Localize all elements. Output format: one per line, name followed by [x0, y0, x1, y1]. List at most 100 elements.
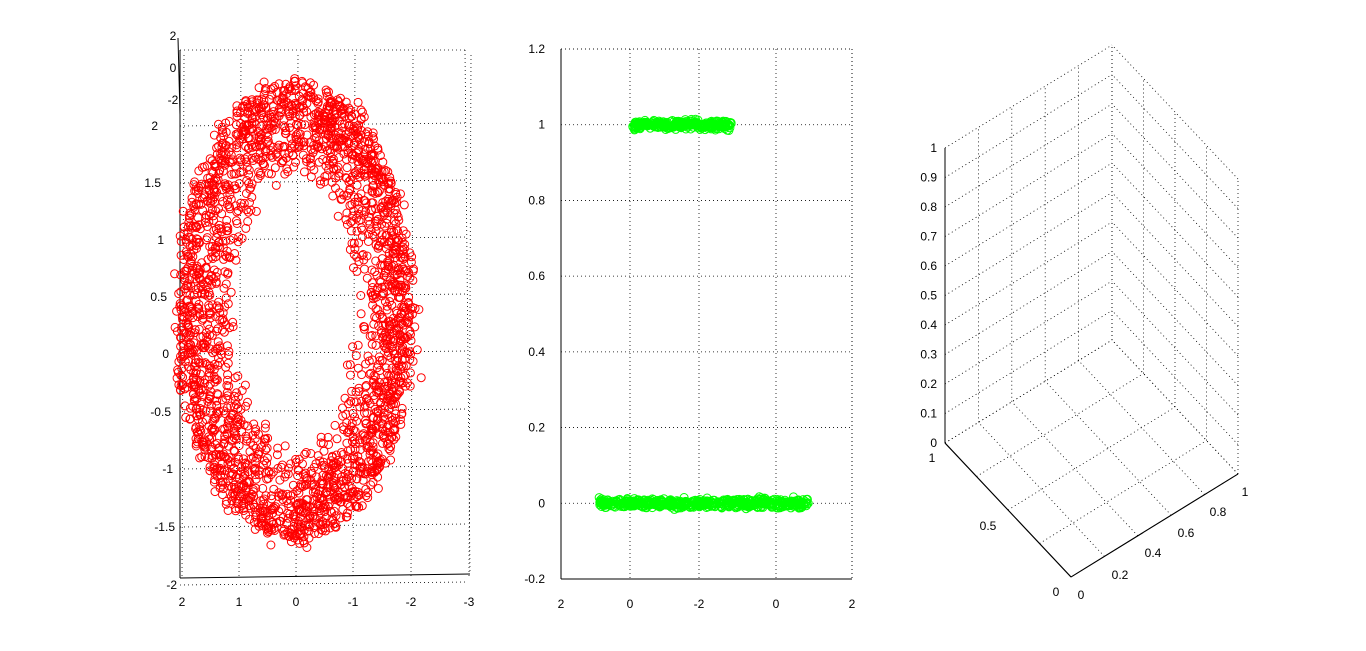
data-point — [299, 103, 309, 113]
data-point — [226, 401, 236, 411]
data-point — [301, 468, 311, 478]
data-point — [228, 317, 238, 327]
data-point — [223, 375, 232, 385]
data-point — [175, 385, 185, 395]
data-point — [320, 507, 330, 517]
data-point — [319, 502, 328, 512]
data-point — [232, 219, 242, 228]
data-point — [258, 460, 268, 470]
data-point — [258, 506, 268, 516]
data-point — [396, 189, 405, 199]
floor-grid-x — [1044, 380, 1172, 516]
data-point — [313, 94, 323, 104]
grid-horizontal — [179, 581, 469, 586]
data-point — [354, 468, 364, 478]
data-point — [286, 86, 296, 96]
data-point — [183, 263, 193, 273]
data-point — [231, 255, 241, 265]
z-tick-label: 0.8 — [920, 200, 937, 214]
data-point — [206, 271, 216, 281]
data-point — [232, 388, 241, 398]
data-point — [374, 186, 384, 196]
data-point — [197, 452, 207, 462]
data-point — [384, 280, 394, 290]
data-point — [288, 109, 298, 119]
y-tick-label: -0.5 — [150, 405, 171, 419]
data-point — [400, 252, 410, 262]
data-point — [235, 167, 245, 177]
data-point — [243, 467, 253, 477]
data-point — [257, 94, 267, 104]
data-point — [259, 90, 269, 100]
data-point — [238, 472, 248, 482]
subplot-torus-3d[interactable]: 21.510.50-0.5-1-1.5-22 1 0 -1 -2 -320-2 — [144, 29, 474, 609]
data-point — [280, 441, 290, 451]
data-point — [245, 447, 255, 457]
data-point — [327, 508, 337, 518]
data-point — [378, 201, 388, 211]
wall-grid-horizontal — [944, 44, 1113, 149]
data-point — [215, 463, 225, 473]
data-point — [202, 222, 212, 231]
data-point — [215, 192, 225, 202]
data-point — [357, 396, 367, 406]
data-point — [254, 167, 264, 177]
data-point — [367, 187, 377, 197]
data-point — [657, 496, 667, 506]
data-point — [406, 349, 416, 359]
data-point — [299, 525, 309, 535]
data-point — [207, 167, 217, 177]
subplot-2d-scatter[interactable]: 1.2 1 0.8 0.6 0.4 0.2 0 -0.2 2 0 -2 0 2 — [524, 42, 855, 611]
y-tick-label: -1.5 — [154, 520, 175, 534]
floor-grid-y — [976, 373, 1144, 477]
data-point — [660, 499, 670, 509]
subplot-empty-3d[interactable]: 00.10.20.30.40.50.60.70.80.9100.20.40.60… — [920, 44, 1249, 602]
data-point — [286, 100, 296, 110]
data-point — [397, 403, 407, 413]
z-tick-label: 0.2 — [920, 377, 937, 391]
y-tick-label: 0.8 — [528, 193, 545, 207]
data-point — [344, 399, 354, 409]
data-point — [232, 111, 242, 121]
data-point — [198, 440, 208, 450]
data-point — [370, 404, 380, 414]
data-point — [349, 126, 359, 136]
data-point — [260, 456, 269, 466]
floor-grid-y — [1039, 440, 1207, 544]
data-point — [391, 189, 401, 199]
data-point — [213, 242, 223, 252]
data-point — [369, 134, 379, 144]
data-point — [267, 125, 277, 135]
x-tick-label: 1 — [236, 595, 243, 609]
data-point — [186, 328, 196, 337]
data-point — [339, 105, 349, 115]
data-point — [377, 167, 387, 177]
data-point — [381, 166, 391, 175]
data-point — [374, 175, 384, 185]
data-point — [365, 219, 375, 229]
data-point — [194, 220, 204, 230]
data-point — [195, 369, 205, 379]
data-point — [255, 140, 264, 150]
z-tick-label: 0 — [170, 61, 177, 75]
data-point — [357, 107, 367, 117]
data-point — [396, 419, 406, 429]
z-tick-label: 0.3 — [920, 348, 937, 362]
data-point — [332, 165, 342, 174]
data-point — [219, 254, 229, 264]
data-point — [321, 513, 331, 522]
data-point — [210, 377, 220, 387]
data-point — [330, 522, 340, 532]
grid-horizontal — [179, 236, 469, 241]
data-point — [382, 218, 391, 228]
data-point — [402, 265, 412, 275]
data-point — [637, 121, 647, 131]
data-point — [270, 125, 280, 134]
data-point — [232, 140, 242, 150]
data-point — [400, 239, 410, 249]
data-point — [276, 490, 286, 500]
data-point — [694, 498, 704, 508]
data-point — [294, 530, 304, 540]
data-point — [333, 496, 343, 505]
data-point — [671, 119, 681, 129]
